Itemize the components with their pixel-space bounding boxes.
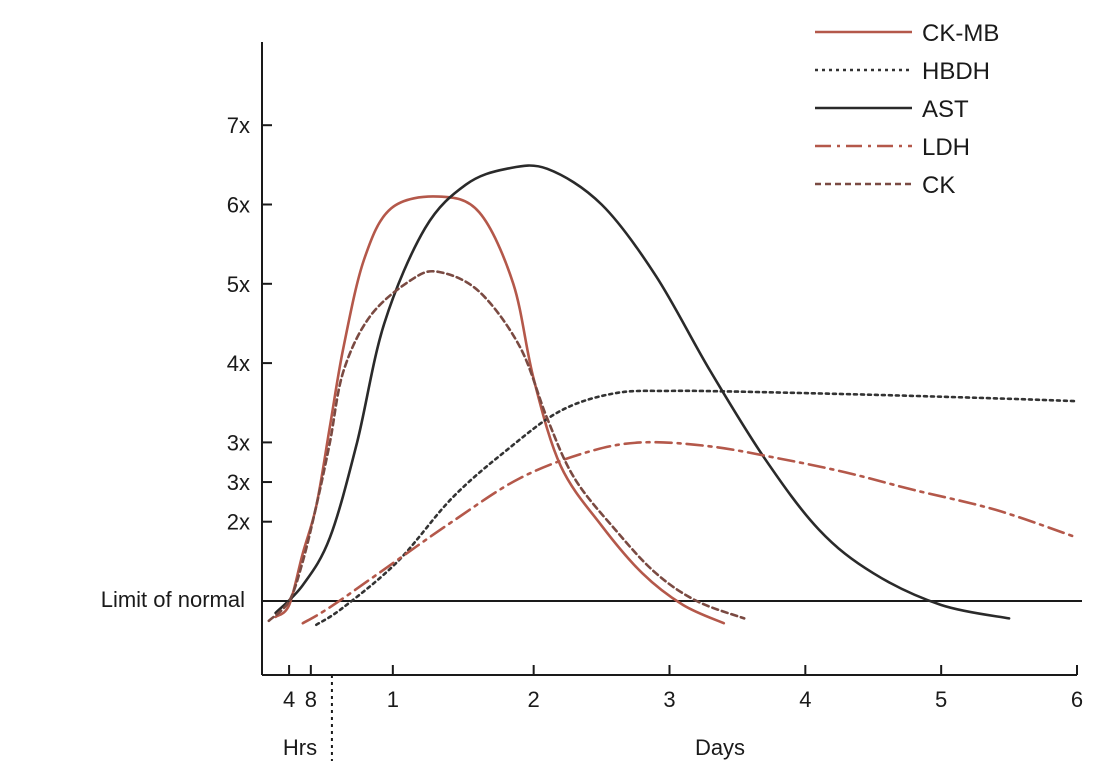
legend-label-ck: CK xyxy=(922,172,955,199)
y-tick-label: 7x xyxy=(227,113,250,138)
x-axis-label-hrs: Hrs xyxy=(283,735,317,760)
x-tick-label: 4 xyxy=(283,687,295,712)
y-tick-label: 3x xyxy=(227,470,250,495)
x-tick-label: 6 xyxy=(1071,687,1083,712)
x-tick-label: 3 xyxy=(663,687,675,712)
series-line-ast xyxy=(274,164,1011,620)
legend-label-ck-mb: CK-MB xyxy=(922,20,999,47)
y-tick-label: 4x xyxy=(227,351,250,376)
x-tick-label: 4 xyxy=(799,687,811,712)
y-tick-label: 5x xyxy=(227,272,250,297)
x-tick-label: 5 xyxy=(935,687,947,712)
y-tick-label: 6x xyxy=(227,193,250,218)
legend-label-hbdh: HBDH xyxy=(922,58,990,85)
y-tick-label: 3x xyxy=(227,430,250,455)
series-line-hbdh xyxy=(315,389,1079,627)
series-line-ldh xyxy=(301,440,1079,625)
y-axis: 7x 6x 5x 4x 3x 3x 2x xyxy=(227,42,272,675)
series-lines xyxy=(267,164,1079,627)
legend-label-ldh: LDH xyxy=(922,134,970,161)
x-tick-label: 2 xyxy=(528,687,540,712)
limit-of-normal-label: Limit of normal xyxy=(101,587,245,612)
legend-label-ast: AST xyxy=(922,96,969,123)
series-line-ck xyxy=(267,269,746,623)
legend: CK-MB HBDH AST LDH CK xyxy=(815,20,999,199)
y-tick-label: 2x xyxy=(227,510,250,535)
limit-of-normal-reference: Limit of normal xyxy=(101,587,1082,612)
series-line-ck-mb xyxy=(274,195,726,625)
x-axis-label-days: Days xyxy=(695,735,745,760)
x-tick-label: 1 xyxy=(387,687,399,712)
x-tick-label: 8 xyxy=(305,687,317,712)
